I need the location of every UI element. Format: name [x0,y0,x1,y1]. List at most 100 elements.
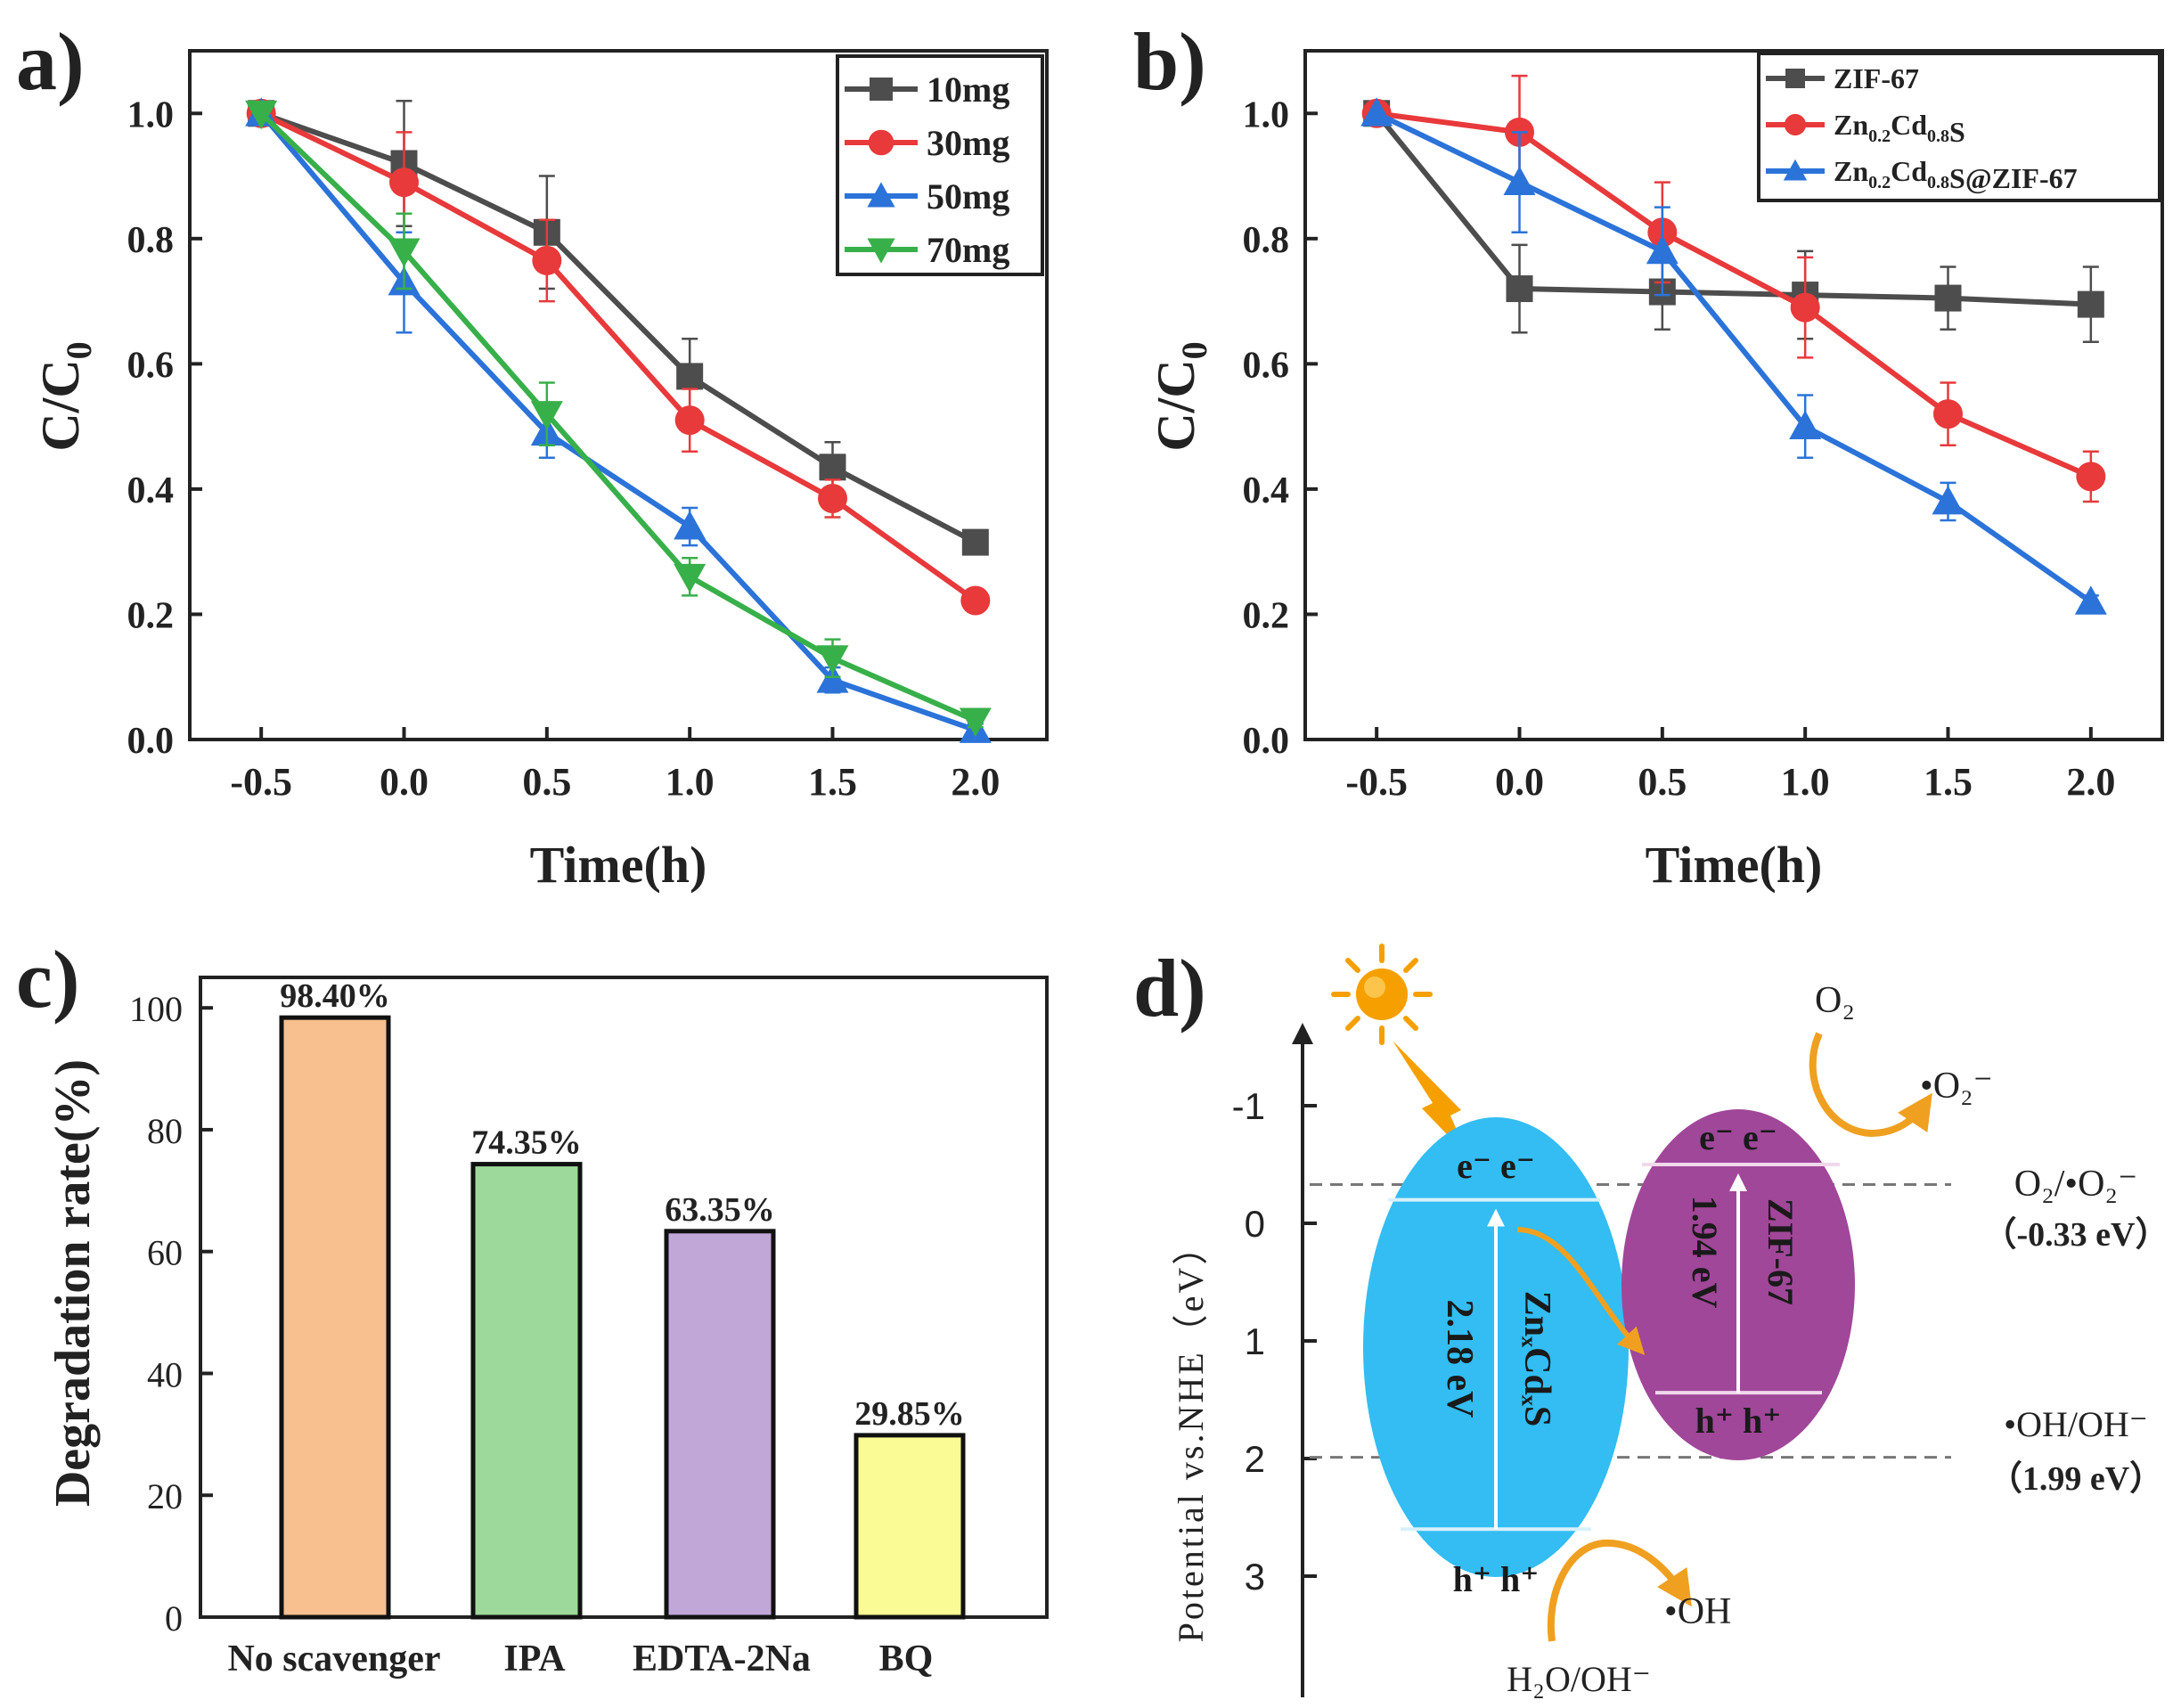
data-point-10mg [961,528,989,556]
y-tick-label: 40 [147,1354,183,1394]
panel-d-label: d) [1133,943,1206,1034]
y-tick-label: 0.2 [1243,595,1290,636]
data-point-30mg [960,585,991,616]
series-line-10mg [260,110,977,545]
y-tick-label: 0.6 [127,345,175,386]
x-tick-label: 1.5 [808,760,857,804]
legend-label-10mg: 10mg [927,69,1009,110]
panel-c-ylabel: Degradation rate(%) [45,1059,101,1507]
y-tick-label: 0.4 [127,470,175,511]
panel-b-legend: ZIF-67 Zn0.2Cd0.8S Zn0.2Cd0.8S@ZIF-67 [1757,52,2161,202]
bar-category-label: IPA [503,1639,566,1679]
data-point-Zn0.2Cd0.8S@ZIF-67 [1646,234,1679,265]
data-point-Zn0.2Cd0.8S@ZIF-67 [1932,485,1965,515]
data-point-Zn0.2Cd0.8S@ZIF-67 [1789,410,1822,440]
x-tick-label: 1.0 [1781,760,1830,804]
y-tick-label: 0 [165,1598,183,1639]
y-tick-label: 0.4 [1243,470,1290,511]
data-point-10mg [676,363,704,390]
o2-couple-potential: （-0.33 eV） [1983,1216,2169,1254]
y-tick-label: 0.0 [1243,721,1290,762]
bar-category-label: BQ [879,1639,934,1679]
panel-c-frame [199,976,1049,1619]
o2-text: O₂ [1815,980,1855,1021]
potential-axis-label: Potential vs.NHE（eV） [1171,1227,1211,1643]
data-point-70mg [816,645,849,674]
data-point-Zn0.2Cd0.8S [1933,399,1963,429]
light-bolt-icon [1393,1041,1468,1156]
legend-label-30mg: 30mg [927,123,1009,163]
data-point-ZIF-67 [1934,284,1962,312]
bar-value-label: 63.35% [665,1191,775,1229]
series-line-70mg [259,111,977,723]
legend-marker-50mg [867,182,895,208]
zncds-bandgap: 2.18 eV [1439,1300,1480,1418]
y-tick-label: 100 [129,989,183,1029]
oh-couple-potential: （1.99 eV） [1989,1460,2163,1498]
legend-marker-Zn0.2Cd0.8S@ZIF-67 [1783,159,1808,181]
water-oxidation-arrow [1547,1539,1692,1642]
panel-a-frame [188,49,1049,741]
x-tick-label: 0.0 [380,760,429,804]
bar-value-label: 29.85% [854,1395,965,1433]
panel-b-xlabel: Time(h) [1646,836,1823,894]
sun-icon [1331,944,1433,1045]
legend-marker-30mg [868,129,894,156]
y-tick-label: 0.6 [1243,345,1290,386]
panel-b-ylabel: C/C0 [1147,341,1214,451]
panel-a-line-chart: a) -0.5 0.0 0.5 1.0 1.5 2.0 0.0 0.2 0.4 0.6 0.8 1.0… [16,16,1049,894]
legend-marker-Zn0.2Cd0.8S [1784,113,1807,136]
bar-No scavenger [279,1015,391,1620]
data-point-Zn0.2Cd0.8S@ZIF-67 [1503,166,1536,195]
data-point-50mg [674,511,707,540]
bar-IPA [470,1162,583,1620]
legend-label-70mg: 70mg [927,230,1009,270]
series-line-50mg [258,111,976,733]
series-line-30mg [259,110,977,603]
o2-reduction-arrow [1809,1032,1932,1138]
y-tick-label: 0.8 [1243,220,1290,261]
zif67-name: ZIF-67 [1760,1198,1801,1305]
legend-marker-10mg [870,78,893,101]
panel-c-label: c) [16,934,79,1025]
series-line-ZIF-67 [1374,111,2091,307]
legend-label-ZIF-67: ZIF-67 [1834,62,1919,94]
x-tick-label: 0.5 [522,760,571,804]
data-point-Zn0.2Cd0.8S [2076,462,2106,492]
y-tick-label: 1.0 [1243,94,1290,135]
bar-value-label: 98.40% [280,977,390,1015]
superoxide-text: •O₂⁻ [1920,1066,1993,1107]
x-tick-label: 2.0 [951,760,1000,804]
legend-marker-ZIF-67 [1785,69,1805,88]
potential-axis-arrowhead [1292,1023,1313,1044]
data-point-30mg [674,405,705,436]
y-tick-label: 80 [147,1111,183,1151]
y-tick-label: 20 [147,1476,183,1516]
legend-label-Zn0.2Cd0.8S@ZIF-67: Zn0.2Cd0.8S@ZIF-67 [1834,155,2078,194]
data-point-10mg [819,454,846,481]
legend-label-Zn0.2Cd0.8S: Zn0.2Cd0.8S [1834,109,1965,148]
x-tick-label: -0.5 [1345,760,1408,804]
data-point-Zn0.2Cd0.8S [1790,292,1820,323]
panel-b-line-chart: b) -0.5 0.0 0.5 1.0 1.5 2.0 0.0 0.2 0.4 0.6 0.8 1.0… [1133,16,2164,894]
x-tick-label: 1.0 [666,760,715,804]
zif67-bandgap: 1.94 eV [1685,1196,1725,1309]
data-point-70mg [245,100,278,130]
potential-tick-label: 0 [1245,1203,1265,1245]
charge-transfer-arrow [1516,1227,1646,1355]
potential-tick-label: 1 [1245,1320,1265,1362]
o2-couple-label: O₂/•O₂⁻ [2014,1164,2138,1205]
y-tick-label: 1.0 [127,94,175,135]
panel-a-legend: 10mg 30mg 50mg 70mg [836,54,1044,276]
zncds-name: ZnₓCdₓS [1516,1291,1557,1426]
data-point-30mg [818,483,847,513]
y-tick-label: 0.0 [127,721,175,762]
panel-b-legend-box [1757,52,2161,202]
series-line-Zn0.2Cd0.8S [1376,110,2093,479]
bar-category-label: No scavenger [227,1639,440,1679]
zncds-electrons: e⁻ e⁻ [1457,1146,1535,1186]
x-tick-label: -0.5 [230,760,292,804]
y-tick-label: 0.2 [127,595,175,636]
zif67-electrons: e⁻ e⁻ [1699,1117,1777,1157]
